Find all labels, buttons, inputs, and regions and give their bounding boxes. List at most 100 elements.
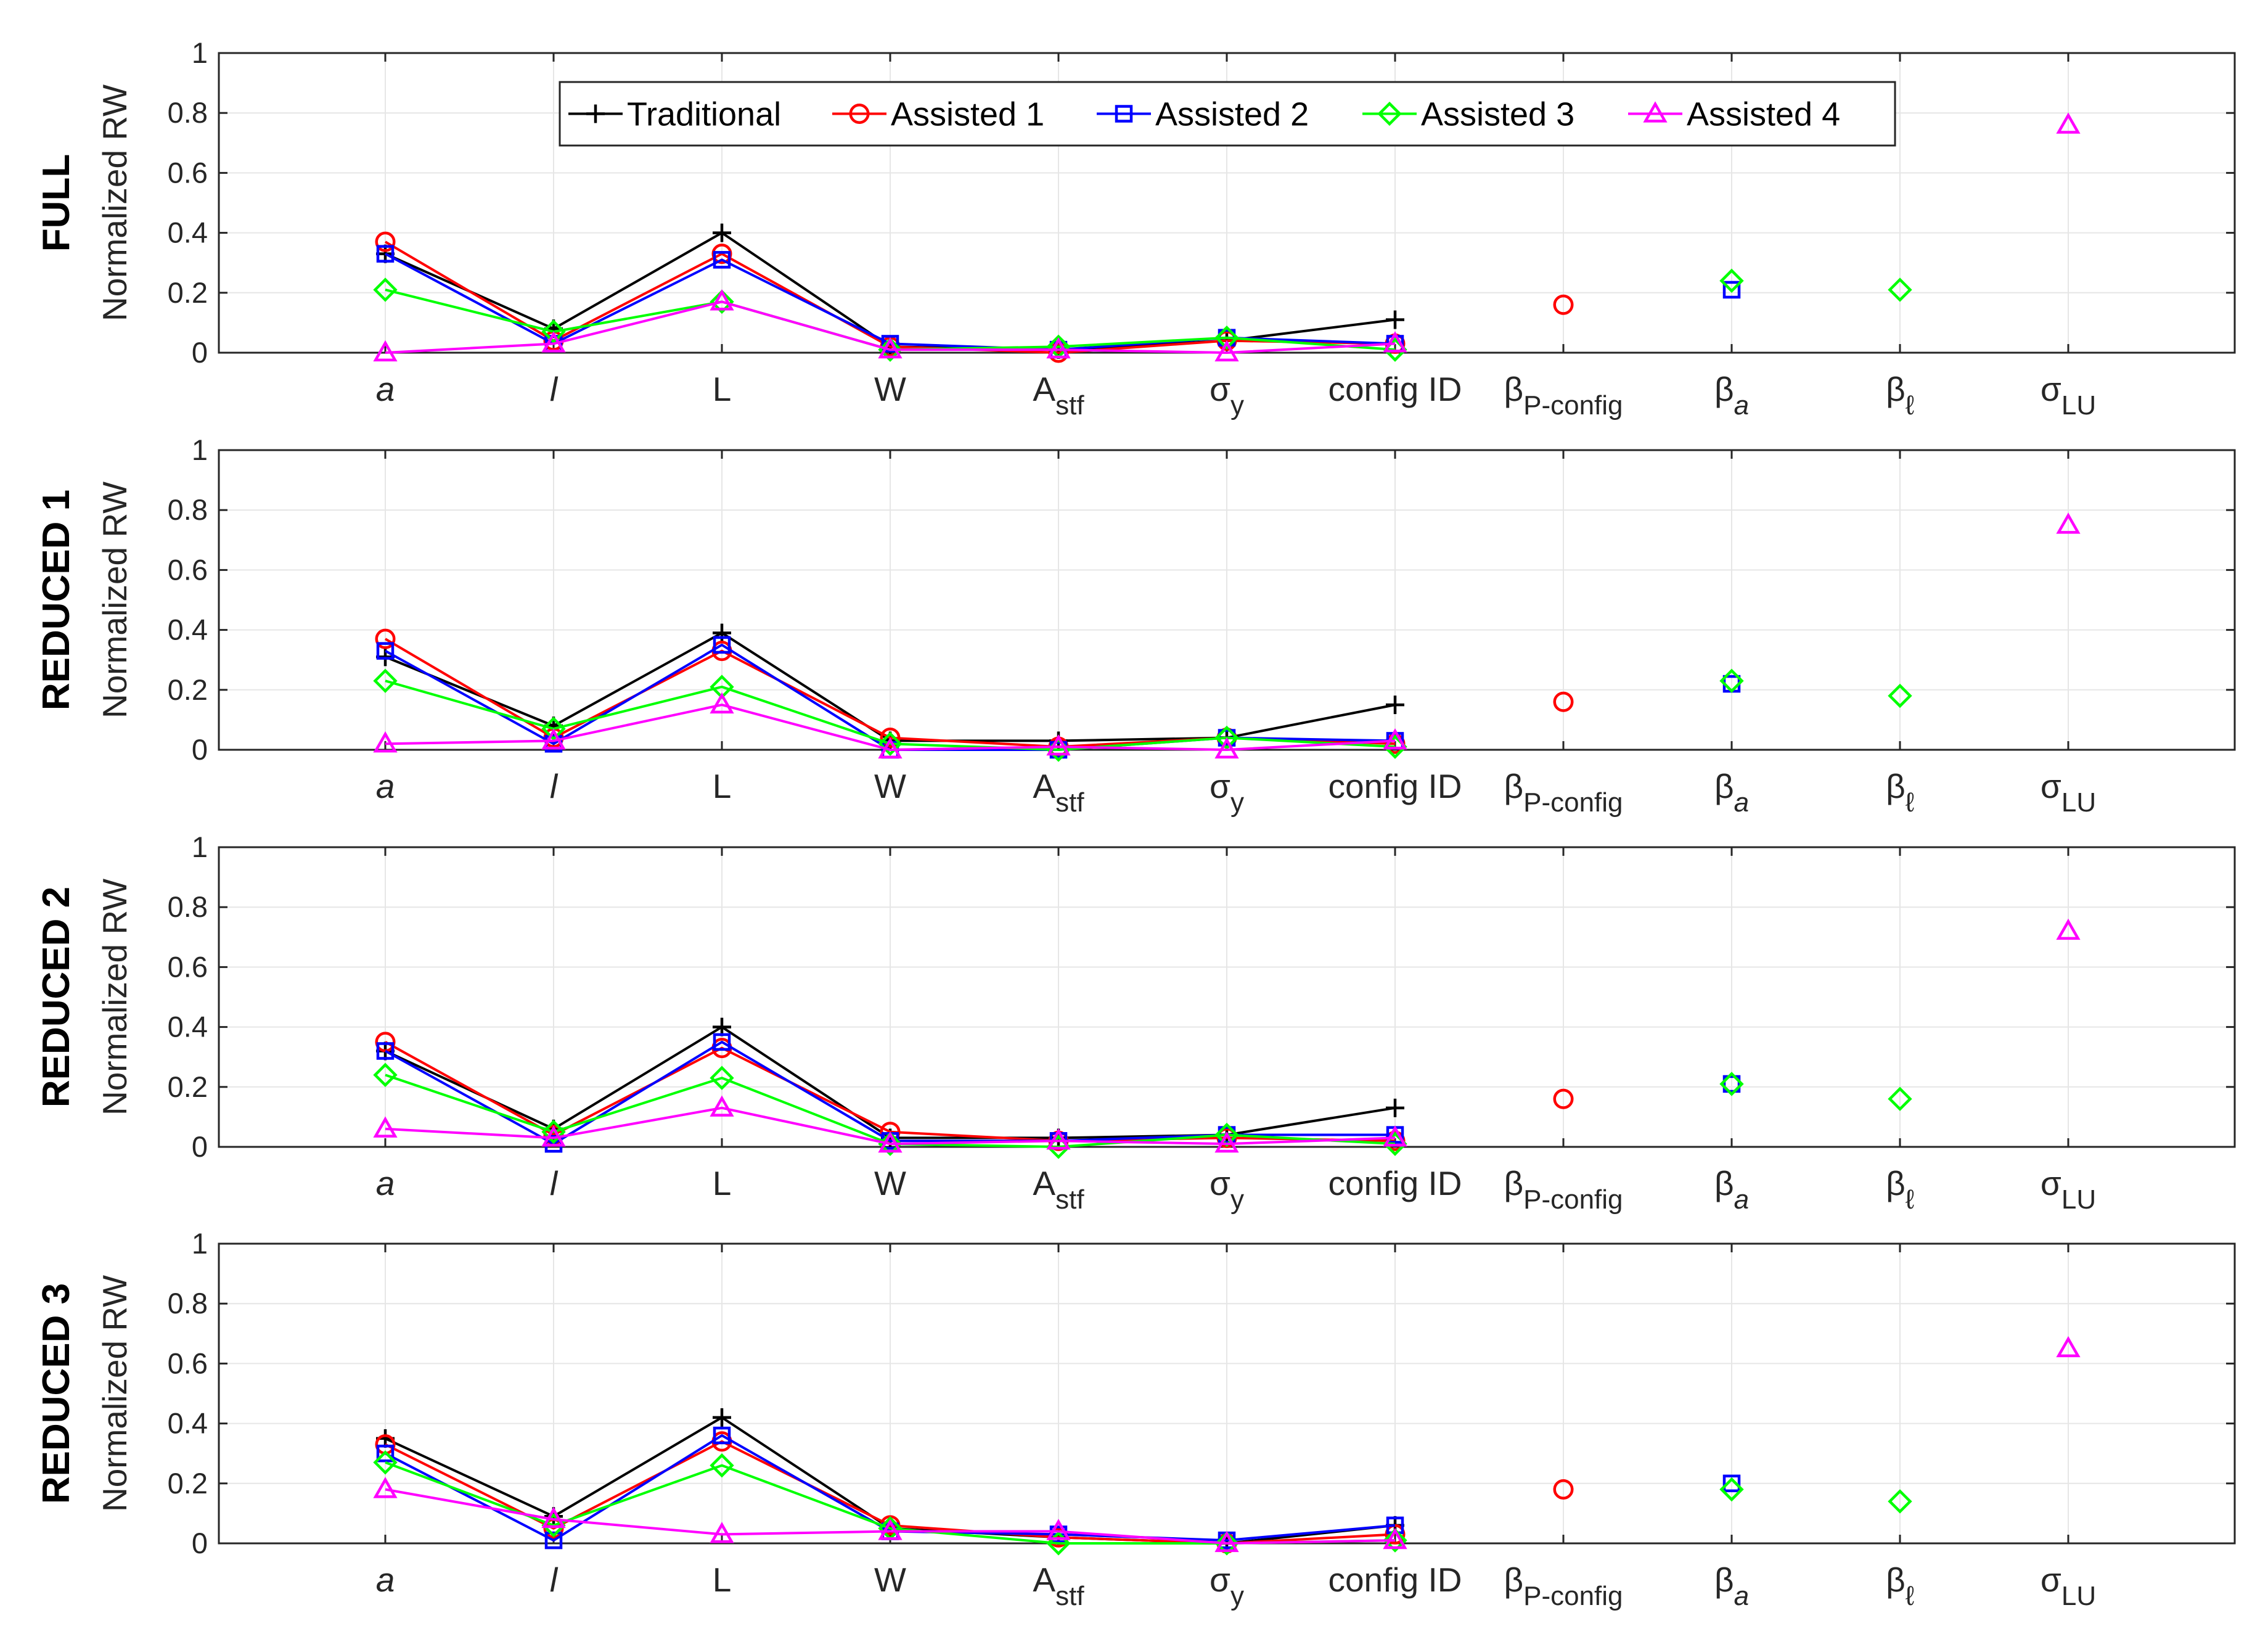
- x-tick-label: W: [874, 1561, 906, 1599]
- panel-3: 0 0.2 0.4 0.6 0.8 1 a l L W Astf σy config ID βP-conf…: [35, 831, 2236, 1215]
- data-point: [376, 642, 395, 660]
- data-point: [878, 337, 903, 362]
- series-assisted-4: [373, 918, 2081, 1153]
- row-label: FULL: [35, 154, 78, 252]
- data-point: [1383, 1528, 1407, 1553]
- legend-marker: [1643, 101, 1668, 123]
- data-point: [541, 1125, 566, 1147]
- x-tick-label: Astf: [1033, 370, 1084, 421]
- y-tick-label: 0.4: [168, 216, 208, 249]
- data-point: [375, 628, 396, 649]
- row-label: REDUCED 1: [35, 490, 78, 710]
- y-axis-label: Normalized RW: [96, 84, 134, 321]
- x-tick-label: βP-config: [1504, 767, 1623, 818]
- data-point: [710, 289, 734, 314]
- x-tick-label: config ID: [1328, 1164, 1462, 1202]
- y-tick-label: 0.4: [168, 1407, 208, 1440]
- data-point: [1214, 1531, 1239, 1556]
- data-point: [710, 1453, 734, 1478]
- data-point: [541, 331, 566, 353]
- data-point: [541, 716, 566, 741]
- data-point: [878, 1131, 903, 1156]
- legend-item: Assisted 4: [1628, 96, 1840, 133]
- y-tick-label: 0.2: [168, 276, 208, 309]
- y-tick-label: 1: [192, 831, 208, 863]
- data-point: [375, 1032, 396, 1053]
- x-tick-label: config ID: [1328, 1561, 1462, 1599]
- panel-2: 0 0.2 0.4 0.6 0.8 1 a l L W Astf σy config ID βP-conf…: [35, 433, 2236, 818]
- y-tick-label: 0.8: [168, 890, 208, 923]
- x-tick-label: l: [550, 1561, 559, 1599]
- series-line: [385, 300, 1396, 354]
- data-point: [881, 335, 899, 353]
- y-tick-label: 0.2: [168, 1467, 208, 1500]
- series-line: [385, 1106, 1396, 1146]
- data-point: [878, 1519, 903, 1540]
- series-assisted-4: [373, 1336, 2081, 1553]
- data-point: [2056, 512, 2081, 534]
- y-tick-label: 0.4: [168, 614, 208, 646]
- x-tick-label: βa: [1714, 370, 1749, 421]
- data-point: [541, 728, 566, 750]
- x-tick-label: l: [550, 767, 559, 805]
- data-point: [373, 1450, 398, 1475]
- data-point: [541, 319, 566, 344]
- data-point: [1719, 268, 1744, 294]
- x-tick-label: config ID: [1328, 370, 1462, 408]
- legend-item: Assisted 1: [832, 96, 1044, 133]
- data-point: [1214, 1131, 1239, 1153]
- data-point: [1553, 1088, 1574, 1109]
- data-point: [1719, 1477, 1744, 1502]
- data-point: [1888, 277, 1912, 302]
- x-tick-label: a: [376, 370, 395, 408]
- y-tick-label: 1: [192, 36, 208, 69]
- legend-item: Assisted 2: [1097, 96, 1309, 133]
- x-tick-label: L: [713, 370, 732, 408]
- series-assisted-4: [373, 512, 2081, 759]
- y-axis-label: Normalized RW: [96, 879, 134, 1115]
- data-point: [1046, 1519, 1071, 1540]
- data-point: [2056, 112, 2081, 134]
- data-point: [541, 1506, 566, 1529]
- data-point: [1888, 1086, 1912, 1111]
- x-tick-label: βP-config: [1504, 1561, 1623, 1611]
- data-point: [1214, 340, 1239, 362]
- data-point: [1719, 668, 1744, 693]
- legend-marker: [1115, 105, 1133, 123]
- x-tick-label: a: [376, 1561, 395, 1599]
- data-point: [373, 668, 398, 693]
- data-point: [1046, 1128, 1071, 1150]
- data-point: [710, 1095, 734, 1117]
- panel-1: 0 0.2 0.4 0.6 0.8 1 a l L W Astf σy config ID βP-conf…: [35, 36, 2236, 421]
- x-tick-label: βP-config: [1504, 1164, 1623, 1215]
- x-tick-label: βℓ: [1886, 767, 1914, 818]
- data-point: [1386, 310, 1404, 329]
- x-tick-label: σLU: [2041, 1561, 2096, 1611]
- legend-label: Assisted 3: [1421, 96, 1574, 133]
- x-tick-label: βP-config: [1504, 370, 1623, 421]
- x-tick-label: a: [376, 1164, 395, 1202]
- legend-marker: [849, 104, 870, 124]
- y-tick-label: 0.8: [168, 493, 208, 526]
- y-tick-label: 1: [192, 433, 208, 466]
- y-tick-label: 0.6: [168, 950, 208, 983]
- data-point: [710, 1522, 734, 1543]
- y-tick-label: 0: [192, 1130, 208, 1163]
- data-point: [713, 251, 731, 269]
- data-point: [1722, 1474, 1741, 1493]
- x-tick-label: a: [376, 767, 395, 805]
- data-point: [713, 636, 731, 654]
- x-tick-label: βℓ: [1886, 1561, 1914, 1611]
- x-tick-label: L: [713, 1561, 732, 1599]
- x-tick-label: βℓ: [1886, 370, 1914, 421]
- x-tick-label: βa: [1714, 1561, 1749, 1611]
- x-tick-label: βℓ: [1886, 1164, 1914, 1215]
- x-tick-label: L: [713, 1164, 732, 1202]
- x-tick-label: σLU: [2041, 1164, 2096, 1215]
- legend-label: Assisted 2: [1155, 96, 1309, 133]
- legend-label: Assisted 4: [1687, 96, 1840, 133]
- legend-label: Traditional: [627, 96, 781, 133]
- data-point: [541, 1120, 566, 1144]
- x-tick-label: L: [713, 767, 732, 805]
